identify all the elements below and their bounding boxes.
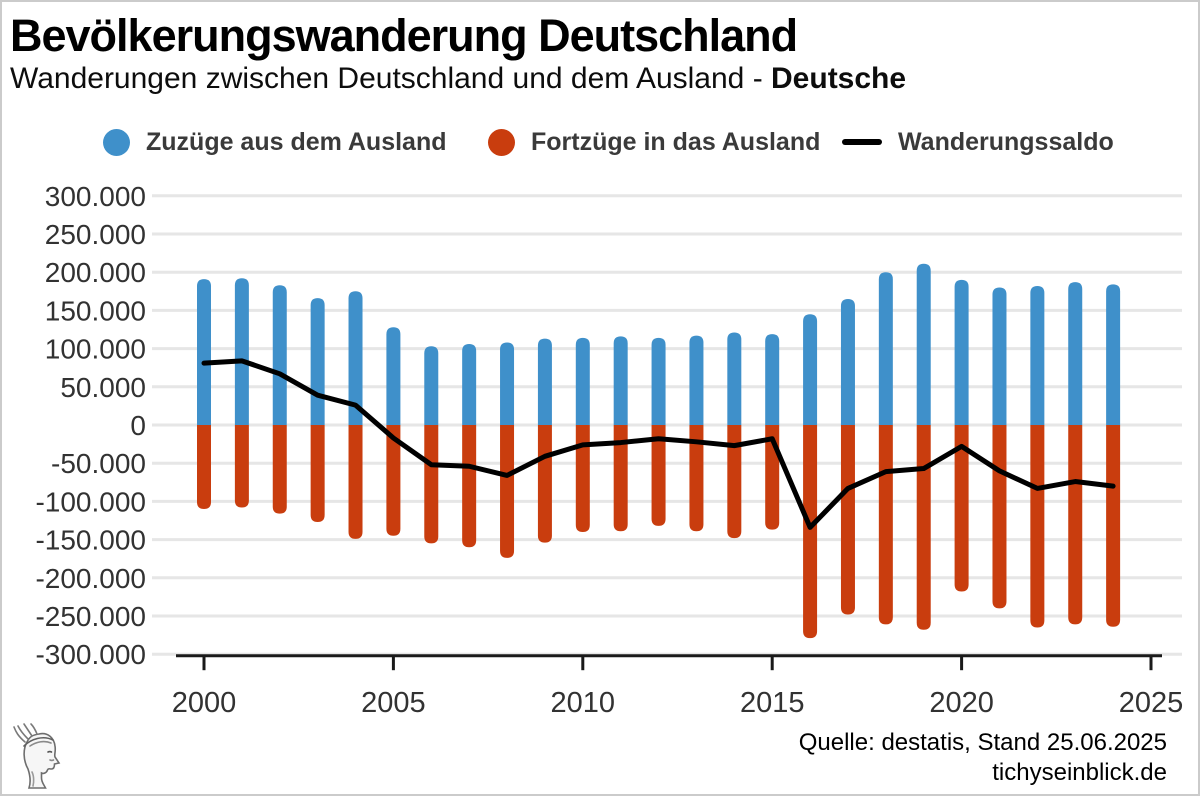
saldo-line-icon bbox=[842, 139, 882, 145]
x-axis bbox=[176, 654, 1162, 671]
x-tick-label: 2025 bbox=[1119, 687, 1184, 719]
legend-item-fortzuege: Fortzüge in das Ausland bbox=[488, 124, 820, 160]
y-tick-label: 100.000 bbox=[45, 334, 146, 365]
bars-fortzuege bbox=[197, 425, 1121, 639]
x-tick-label: 2005 bbox=[361, 687, 426, 719]
bar bbox=[992, 425, 1007, 609]
bar bbox=[651, 337, 666, 425]
bar bbox=[537, 425, 552, 543]
legend-item-saldo: Wanderungssaldo bbox=[842, 124, 1114, 160]
bar bbox=[689, 425, 704, 532]
page-title: Bevölkerungswanderung Deutschland bbox=[10, 10, 798, 61]
bar bbox=[1068, 282, 1083, 425]
y-tick-label: -300.000 bbox=[35, 639, 146, 670]
x-tick-label: 2000 bbox=[172, 687, 237, 719]
bar bbox=[689, 335, 704, 425]
bar bbox=[234, 278, 249, 425]
bar bbox=[500, 342, 515, 425]
bar bbox=[1030, 285, 1045, 425]
y-tick-label: 150.000 bbox=[45, 295, 146, 326]
bar bbox=[310, 298, 325, 425]
x-tick-label: 2010 bbox=[551, 687, 616, 719]
bar bbox=[613, 425, 628, 532]
source-note: Quelle: destatis, Stand 25.06.2025 bbox=[798, 729, 1167, 756]
saldo-line bbox=[201, 358, 1116, 530]
y-tick-label: -150.000 bbox=[35, 525, 146, 556]
bar bbox=[386, 327, 401, 425]
bar bbox=[1106, 284, 1121, 425]
bar bbox=[765, 334, 780, 425]
tichys-einblick-coin-head-logo bbox=[13, 723, 61, 789]
zuzuege-dot-icon bbox=[103, 128, 130, 156]
bar bbox=[916, 425, 931, 630]
page-subtitle: Wanderungen zwischen Deutschland und dem… bbox=[10, 62, 906, 96]
legend-label: Wanderungssaldo bbox=[898, 127, 1114, 156]
bar bbox=[575, 425, 590, 532]
bar bbox=[462, 425, 477, 548]
bar bbox=[462, 344, 477, 425]
bar bbox=[537, 338, 552, 425]
chart-legend: Zuzüge aus dem Ausland Fortzüge in das A… bbox=[0, 124, 1200, 160]
bar bbox=[727, 332, 742, 425]
bar bbox=[197, 425, 211, 510]
chart-footer: Quelle: destatis, Stand 25.06.2025 tichy… bbox=[799, 728, 1167, 788]
x-axis-labels: 2000 2005 2010 2015 2020 2025 bbox=[172, 687, 1184, 719]
bar bbox=[424, 425, 439, 544]
bar bbox=[992, 287, 1007, 425]
y-tick-label: 200.000 bbox=[45, 257, 146, 288]
legend-label: Zuzüge aus dem Ausland bbox=[146, 127, 447, 156]
bar bbox=[1030, 425, 1045, 628]
bar bbox=[727, 425, 742, 539]
y-tick-label: -200.000 bbox=[35, 563, 146, 594]
site-url: tichyseinblick.de bbox=[992, 759, 1167, 786]
y-axis-labels: 300.000 250.000 200.000 150.000 100.000 50.00… bbox=[35, 181, 146, 670]
bar bbox=[954, 425, 969, 592]
y-tick-label: 0 bbox=[130, 410, 146, 441]
bar bbox=[272, 425, 287, 514]
bar bbox=[424, 346, 439, 425]
bar bbox=[954, 279, 969, 425]
y-tick-label: -250.000 bbox=[35, 601, 146, 632]
y-tick-label: -50.000 bbox=[51, 448, 146, 479]
bar bbox=[310, 425, 325, 523]
bar bbox=[272, 285, 287, 425]
y-tick-label: -100.000 bbox=[35, 486, 146, 517]
legend-label: Fortzüge in das Ausland bbox=[531, 127, 821, 156]
bar bbox=[500, 425, 515, 558]
y-tick-label: 300.000 bbox=[45, 181, 146, 212]
bar bbox=[1068, 425, 1083, 625]
bar bbox=[386, 425, 401, 536]
subtitle-text: Wanderungen zwischen Deutschland und dem… bbox=[10, 62, 772, 95]
gridlines bbox=[152, 194, 1182, 656]
y-tick-label: 50.000 bbox=[60, 372, 146, 403]
bar bbox=[916, 263, 931, 425]
bar bbox=[840, 298, 855, 425]
fortzuege-dot-icon bbox=[488, 128, 515, 156]
bar bbox=[575, 337, 590, 425]
bar bbox=[878, 272, 893, 425]
x-tick-label: 2020 bbox=[929, 687, 994, 719]
bar bbox=[803, 425, 818, 639]
bar bbox=[348, 291, 363, 425]
legend-item-zuzuege: Zuzüge aus dem Ausland bbox=[103, 124, 447, 160]
bar bbox=[613, 336, 628, 425]
bar bbox=[878, 425, 893, 625]
x-tick-label: 2015 bbox=[740, 687, 805, 719]
subtitle-bold-text: Deutsche bbox=[771, 62, 907, 95]
y-tick-label: 250.000 bbox=[45, 219, 146, 250]
bar bbox=[1106, 425, 1121, 627]
bar bbox=[803, 314, 818, 425]
bar bbox=[234, 425, 249, 508]
bars-zuzuege bbox=[197, 263, 1121, 425]
bar bbox=[651, 425, 666, 526]
bar bbox=[348, 425, 363, 539]
bar bbox=[840, 425, 855, 615]
bar bbox=[197, 279, 211, 425]
